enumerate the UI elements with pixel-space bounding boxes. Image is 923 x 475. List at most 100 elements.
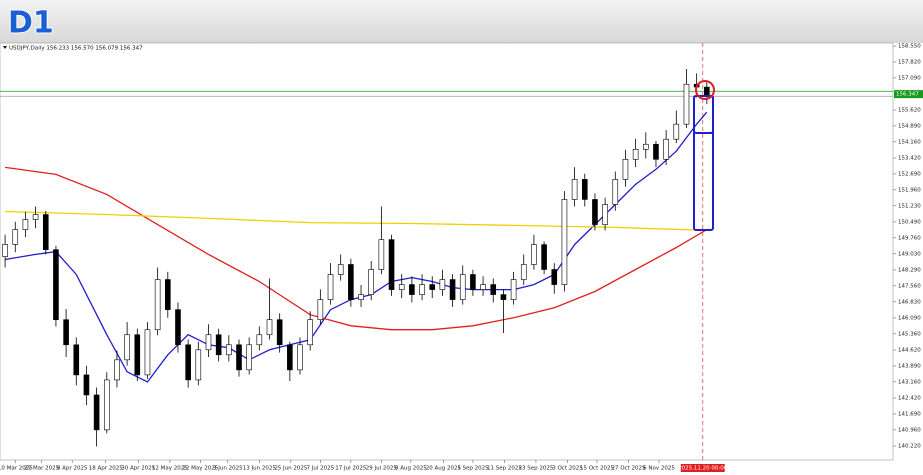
annotation-box [693, 95, 714, 134]
x-tick-label: 18 Apr 2025 [89, 466, 124, 472]
y-tick-label: 151.230 [898, 203, 921, 209]
x-tick-label: 7 Jul 2025 [307, 466, 335, 472]
y-tick-label: 145.360 [898, 331, 921, 337]
candle-body [378, 239, 385, 270]
candle-body [307, 319, 313, 346]
y-tick-label: 150.490 [898, 219, 921, 225]
x-tick-label: 1 Sep 2025 [457, 466, 489, 472]
candle-body [134, 334, 141, 376]
y-tick-label: 140.960 [898, 427, 921, 433]
y-tick-label: 143.890 [898, 363, 921, 369]
candle-body [185, 344, 191, 381]
title-arrow [3, 46, 7, 49]
y-tick-label: 146.090 [898, 315, 921, 321]
cursor-label-box [680, 464, 725, 472]
candle-body [154, 279, 161, 331]
x-tick-label: 11 Sep 2025 [487, 466, 522, 472]
y-tick-label: 153.420 [898, 155, 921, 161]
candle-body [388, 239, 395, 290]
candle-body [327, 274, 334, 300]
candle-body [22, 219, 29, 230]
candle-body [165, 279, 171, 310]
timeframe-badge: D1 [8, 6, 54, 41]
candle-body [276, 319, 283, 346]
candle-body [83, 374, 90, 396]
x-tick-label: 12 May 2025 [152, 466, 188, 472]
candle-body [409, 284, 415, 295]
candle-body [683, 83, 690, 125]
y-tick-label: 154.890 [898, 123, 921, 129]
moving-average [5, 210, 707, 232]
x-tick-label: 25 Jun 2025 [274, 466, 308, 472]
candle-body [602, 204, 608, 225]
candle-body [266, 319, 273, 336]
candle-body [205, 334, 212, 351]
x-tick-label: 6 Nov 2025 [643, 466, 675, 472]
x-tick-label: 27 Mar 2025 [24, 466, 59, 472]
y-tick-label: 157.820 [898, 59, 921, 65]
candle-body [673, 123, 680, 140]
candle-body [42, 214, 49, 250]
chart-title: USDJPY,Daily 156.233 156.570 156.079 156… [9, 46, 143, 52]
y-tick-label: 143.160 [898, 379, 921, 385]
moving-average [5, 166, 708, 331]
candle-body [124, 334, 130, 361]
candle-body [32, 214, 39, 220]
candle-body [429, 284, 436, 290]
y-tick-label: 146.830 [898, 299, 921, 305]
candle-body [510, 279, 517, 300]
x-tick-label: 20 Aug 2025 [426, 466, 462, 472]
candle-body [571, 179, 578, 200]
candle-body [93, 394, 100, 431]
candle-body [337, 264, 344, 275]
candle-body [459, 274, 466, 300]
candle-body [704, 86, 710, 96]
candle-body [114, 359, 120, 381]
candle-body [53, 249, 59, 320]
x-tick-label: 3 Jun 2025 [213, 466, 243, 472]
x-tick-label: 23 Sep 2025 [519, 466, 554, 472]
candle-body [175, 309, 181, 346]
candle-body [2, 244, 8, 257]
candle-body [348, 264, 354, 300]
plot: 158.550 157.820 157.090 155.620 154.890 154.1… [0, 43, 923, 472]
candle-body [236, 344, 242, 371]
candle-body [256, 334, 263, 346]
x-tick-label: 13 Jun 2025 [243, 466, 277, 472]
candle-body [297, 344, 303, 371]
candle-body [215, 334, 222, 356]
candle-body [449, 279, 456, 300]
candle-body [12, 229, 19, 245]
candle-body [226, 344, 232, 356]
y-tick-label: 149.030 [898, 251, 921, 257]
annotation-circle [695, 80, 715, 100]
y-tick-label: 140.220 [898, 444, 921, 450]
candle-body [246, 344, 252, 371]
candle-body [642, 143, 649, 150]
candle-body [368, 269, 375, 295]
x-tick-label: 15 Oct 2025 [580, 466, 615, 472]
x-tick-label: 29 Jul 2025 [366, 466, 398, 472]
plot-area [0, 42, 894, 461]
candle-body [480, 284, 486, 290]
x-tick-label: 10 Mar 2025 [0, 466, 33, 472]
candle-body [653, 143, 659, 160]
x-tick-label: 22 May 2025 [182, 466, 218, 472]
candle-body [317, 299, 324, 320]
candle-body [358, 294, 364, 300]
y-tick-label: 151.960 [898, 187, 921, 193]
candle-body [439, 279, 446, 290]
y-tick-label: 141.690 [898, 411, 921, 417]
candle-body [541, 244, 547, 270]
candle-body [551, 269, 558, 285]
candle-body [500, 294, 507, 300]
candle-body [63, 319, 69, 346]
header-band [0, 0, 923, 43]
x-tick-label: 17 Jul 2025 [335, 466, 367, 472]
candle-body [581, 179, 588, 200]
y-tick-label: 149.760 [898, 235, 921, 241]
candle-body [419, 284, 425, 295]
candle-body [612, 179, 619, 205]
candle-body [592, 199, 598, 225]
candle-body [103, 379, 110, 431]
